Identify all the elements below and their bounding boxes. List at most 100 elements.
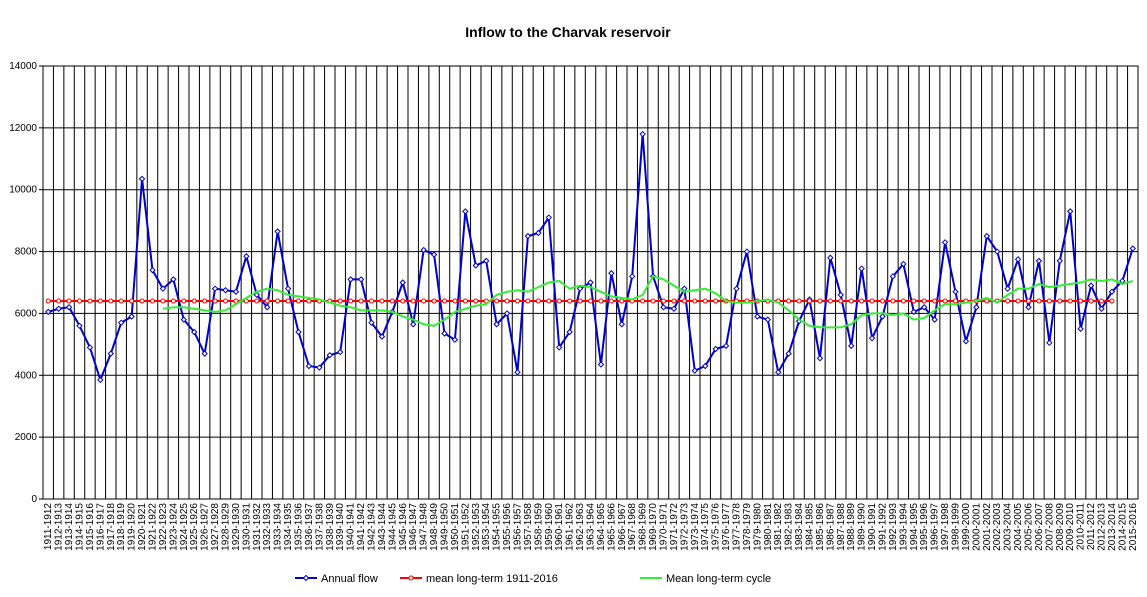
point — [1129, 245, 1136, 252]
point — [640, 298, 646, 304]
point — [848, 298, 854, 304]
point — [149, 266, 156, 274]
point — [504, 298, 510, 304]
x-tick-label: 1966-1967 — [617, 503, 628, 551]
x-tick-label: 1929-1930 — [231, 503, 242, 551]
x-tick-label: 1923-1924 — [168, 503, 179, 551]
point — [556, 298, 562, 304]
point — [983, 232, 990, 240]
point — [128, 313, 135, 320]
point — [264, 304, 271, 311]
point — [598, 298, 604, 304]
point — [191, 328, 198, 336]
x-tick-label: 1942-1943 — [367, 503, 378, 551]
point — [681, 298, 687, 304]
point — [170, 276, 177, 283]
point — [910, 308, 917, 316]
point — [223, 298, 228, 304]
x-tick-label: 1951-1952 — [460, 503, 471, 551]
legend-item: Annual flow — [295, 573, 378, 585]
point — [859, 298, 865, 304]
x-tick-label: 1931-1932 — [252, 503, 263, 551]
point — [348, 298, 354, 304]
point — [545, 214, 552, 221]
x-tick-label: 1914-1915 — [75, 503, 86, 551]
point — [1025, 304, 1032, 311]
x-tick-label: 2015-2016 — [1128, 503, 1139, 551]
point — [389, 298, 395, 304]
x-tick-label: 1961-1962 — [565, 503, 576, 551]
y-tick-label: 10000 — [9, 185, 37, 196]
point — [1056, 257, 1063, 265]
point — [1109, 298, 1115, 304]
x-tick-label: 1998-1999 — [951, 503, 962, 551]
point — [786, 298, 792, 304]
point — [420, 246, 427, 254]
x-tick-label: 1917-1918 — [106, 503, 117, 551]
x-tick-label: 1987-1988 — [836, 503, 847, 551]
x-tick-label: 1955-1956 — [502, 503, 513, 551]
x-tick-label: 1973-1974 — [690, 503, 701, 551]
x-tick-label: 1974-1975 — [700, 503, 711, 551]
point — [785, 350, 792, 357]
point — [243, 253, 250, 260]
x-tick-label: 2013-2014 — [1107, 503, 1118, 551]
x-tick-label: 1980-1981 — [763, 503, 774, 551]
point — [337, 298, 343, 304]
x-tick-label: 1990-1991 — [867, 503, 878, 551]
point — [222, 287, 229, 294]
point — [942, 298, 948, 304]
point — [639, 130, 646, 138]
x-tick-label: 2010-2011 — [1076, 503, 1087, 551]
point — [462, 208, 469, 215]
point — [494, 298, 500, 304]
x-tick-label: 1972-1973 — [679, 503, 690, 551]
point — [931, 316, 938, 323]
x-tick-label: 1953-1954 — [481, 503, 492, 551]
point — [764, 316, 771, 323]
x-tick-label: 1915-1916 — [85, 503, 96, 551]
point — [702, 362, 709, 370]
x-tick-label: 1967-1968 — [627, 503, 638, 551]
point — [921, 298, 927, 304]
point — [525, 298, 531, 304]
point — [889, 273, 897, 280]
point — [160, 298, 166, 304]
point — [973, 304, 980, 311]
x-tick-label: 1994-1995 — [909, 503, 920, 551]
point — [441, 330, 448, 337]
point — [733, 285, 740, 292]
point — [56, 298, 62, 304]
point — [650, 298, 656, 304]
point — [932, 298, 938, 304]
plot-frame — [42, 65, 1139, 500]
x-tick-label: 1963-1964 — [586, 503, 597, 551]
point — [712, 345, 719, 353]
x-tick-label: 1964-1965 — [596, 503, 607, 551]
legend-label: mean long-term 1911-2016 — [426, 573, 558, 585]
x-tick-label: 2011-2012 — [1086, 503, 1097, 551]
x-tick-label: 1952-1953 — [471, 503, 482, 551]
point — [410, 298, 416, 304]
x-tick-label: 1957-1958 — [523, 503, 534, 551]
point — [357, 276, 365, 283]
point — [535, 298, 541, 304]
x-tick-label: 1993-1994 — [898, 503, 909, 551]
x-tick-label: 1920-1921 — [137, 503, 148, 551]
point — [619, 298, 625, 304]
point — [274, 228, 281, 235]
point — [275, 298, 281, 304]
point — [879, 313, 886, 320]
point — [1078, 298, 1084, 304]
point — [743, 248, 751, 255]
point — [1088, 298, 1094, 304]
x-tick-label: 1965-1966 — [606, 503, 617, 551]
point — [1067, 208, 1074, 215]
point — [118, 298, 124, 304]
x-tick-label: 1919-1920 — [127, 503, 138, 551]
point — [254, 298, 260, 304]
point — [576, 285, 584, 292]
point — [869, 298, 875, 304]
point — [368, 319, 375, 326]
point — [953, 298, 958, 304]
